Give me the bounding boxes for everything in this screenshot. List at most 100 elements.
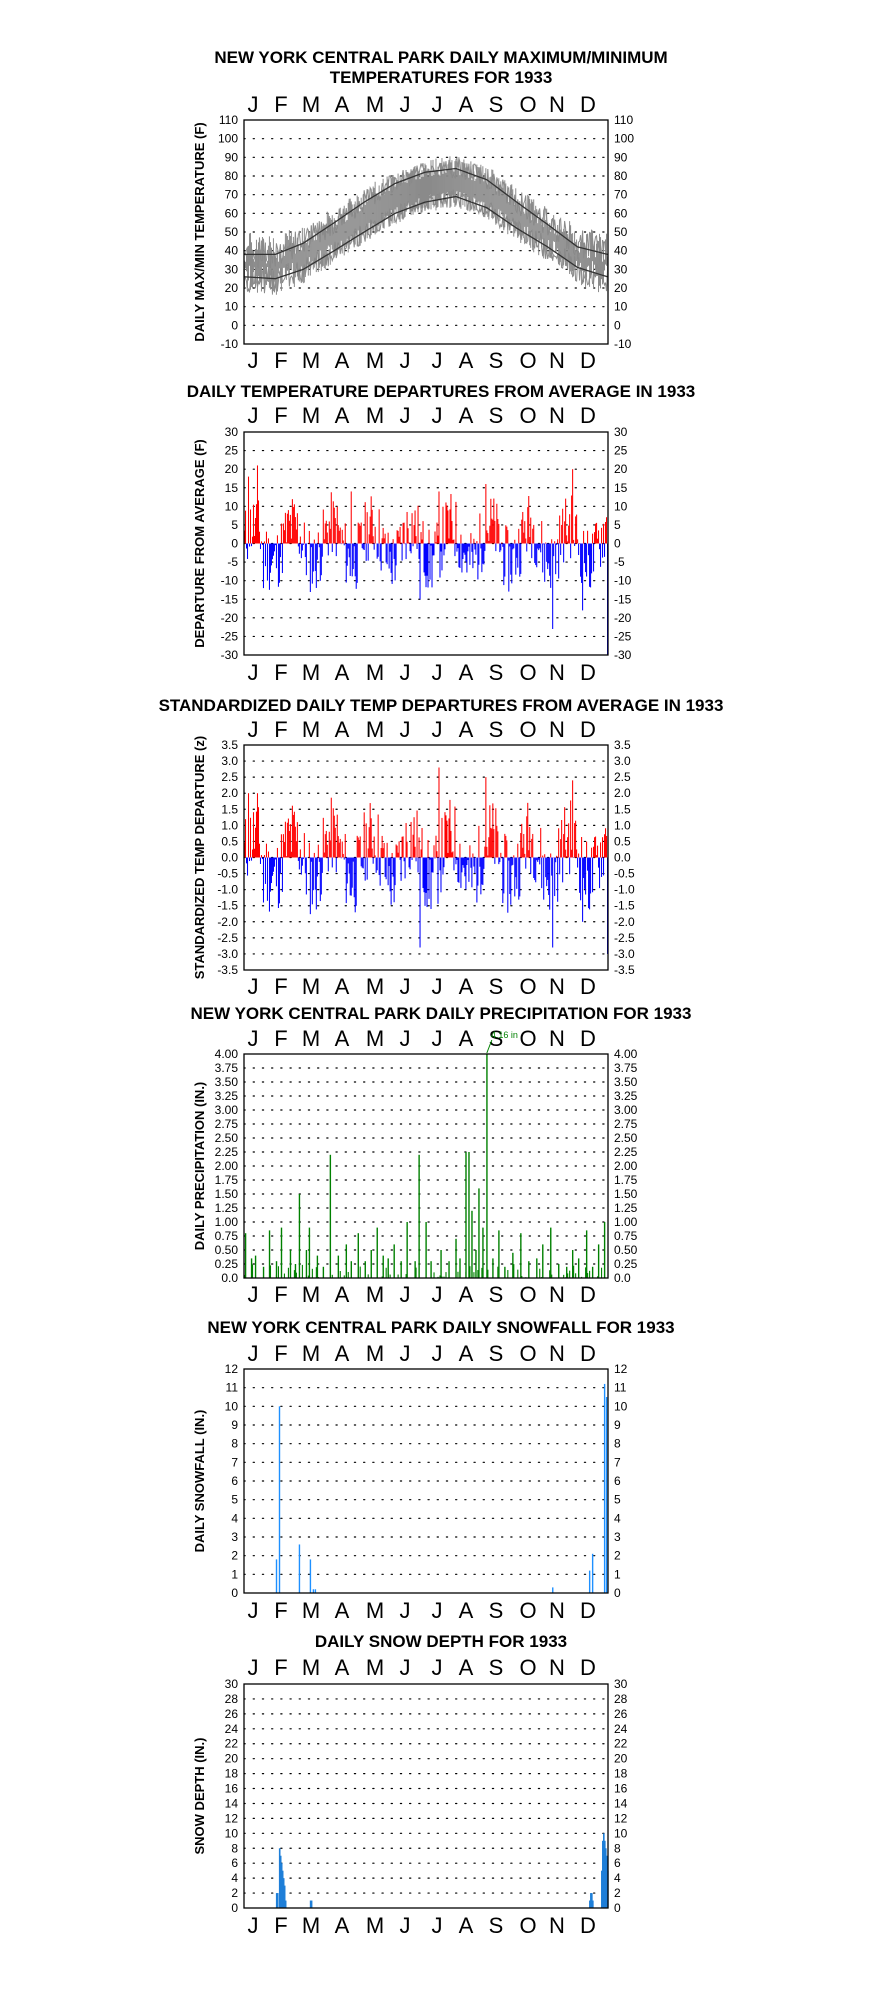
negative-departure-bar [250, 543, 253, 547]
negative-departure-bar [601, 857, 603, 877]
negative-departure-bar [556, 543, 558, 545]
negative-departure-bar [555, 857, 557, 863]
negative-departure-bar [426, 543, 428, 576]
positive-departure-bar [469, 845, 471, 858]
y-tick-label-right: 14 [614, 1796, 628, 1810]
month-label-bottom: S [489, 1282, 504, 1307]
negative-departure-bar [424, 857, 426, 906]
negative-departure-bar [511, 543, 513, 584]
negative-departure-bar [318, 543, 320, 548]
y-tick-label-right: 25 [614, 444, 628, 458]
negative-departure-bar [389, 543, 391, 552]
positive-departure-bar [561, 524, 563, 544]
y-tick-label-left: 10 [225, 1399, 239, 1413]
negative-departure-bar [305, 543, 307, 576]
negative-departure-bar [463, 543, 465, 553]
negative-departure-bar [410, 543, 412, 554]
chart-title: TEMPERATURES FOR 1933 [330, 68, 553, 87]
month-label-top: A [459, 1026, 474, 1051]
month-label-top: S [489, 1026, 504, 1051]
overflow-marker [486, 1039, 493, 1054]
positive-departure-bar [294, 517, 296, 544]
precip-bar [269, 1265, 272, 1278]
negative-departure-bar [586, 543, 588, 577]
positive-departure-bar [572, 469, 574, 544]
negative-departure-bar [432, 857, 434, 873]
positive-departure-bar [501, 542, 503, 544]
precip-bar [469, 1266, 471, 1278]
negative-departure-bar [419, 543, 421, 600]
negative-departure-bar [481, 543, 483, 573]
month-label-bottom: J [400, 974, 411, 999]
negative-departure-bar [454, 543, 456, 557]
positive-departure-bar [323, 852, 325, 858]
negative-departure-bar [588, 543, 590, 556]
negative-departure-bar [340, 857, 342, 859]
month-label-top: N [549, 92, 565, 117]
month-label-top: O [519, 92, 536, 117]
y-tick-label-left: -0.5 [217, 867, 238, 881]
precip-bar [262, 1266, 265, 1278]
precip-bar [433, 1272, 435, 1278]
month-label-bottom: A [335, 660, 350, 685]
y-tick-label-left: 30 [225, 262, 239, 276]
positive-departure-bar [284, 512, 286, 544]
positive-departure-bar [596, 855, 598, 858]
month-label-bottom: M [366, 348, 384, 373]
negative-departure-bar [364, 857, 366, 881]
negative-departure-bar [386, 543, 388, 565]
negative-departure-bar [312, 857, 314, 891]
negative-departure-bar [591, 543, 593, 574]
month-label-bottom: J [400, 660, 411, 685]
month-label-bottom: N [549, 1598, 565, 1623]
positive-departure-bar [486, 846, 488, 858]
negative-departure-bar [275, 543, 277, 569]
positive-departure-bar [576, 514, 578, 544]
y-tick-label-left: 14 [225, 1796, 239, 1810]
positive-departure-bar [414, 510, 416, 544]
positive-departure-bar [494, 520, 496, 544]
month-label-top: J [432, 92, 443, 117]
negative-departure-bar [469, 543, 471, 565]
precip-bar [347, 1272, 349, 1278]
positive-departure-bar [485, 777, 487, 858]
positive-departure-bar [571, 495, 573, 544]
y-tick-label-right: 40 [614, 244, 628, 258]
negative-departure-bar [320, 857, 322, 895]
month-label-top: D [580, 403, 596, 428]
positive-departure-bar [257, 807, 260, 858]
positive-departure-bar [254, 517, 257, 544]
positive-departure-bar [403, 522, 405, 544]
negative-departure-bar [346, 543, 348, 566]
y-tick-label-right: 0 [614, 537, 621, 551]
month-label-top: J [400, 1026, 411, 1051]
positive-departure-bar [490, 498, 492, 544]
positive-departure-bar [324, 523, 326, 544]
negative-departure-bar [508, 857, 510, 861]
positive-departure-bar [391, 852, 393, 858]
month-label-bottom: S [489, 348, 504, 373]
positive-departure-bar [448, 818, 450, 858]
month-label-top: N [549, 403, 565, 428]
positive-departure-bar [532, 528, 534, 544]
negative-departure-bar [500, 543, 502, 551]
positive-departure-bar [356, 835, 358, 858]
month-label-bottom: N [549, 974, 565, 999]
positive-departure-bar [574, 823, 576, 858]
y-tick-label-left: 28 [225, 1692, 239, 1706]
negative-departure-bar [400, 857, 402, 881]
month-label-top: J [432, 1026, 443, 1051]
positive-departure-bar [295, 529, 297, 544]
y-tick-label-right: -30 [614, 648, 632, 662]
y-tick-label-right: 2.00 [614, 1159, 638, 1173]
negative-departure-bar [538, 857, 540, 860]
positive-departure-bar [397, 530, 399, 544]
month-label-bottom: D [580, 974, 596, 999]
positive-departure-bar [525, 538, 527, 544]
month-label-bottom: J [432, 660, 443, 685]
positive-departure-bar [244, 510, 247, 544]
positive-departure-bar [568, 525, 570, 544]
negative-departure-bar [437, 857, 439, 904]
positive-departure-bar [244, 819, 247, 858]
positive-departure-bar [370, 496, 372, 544]
